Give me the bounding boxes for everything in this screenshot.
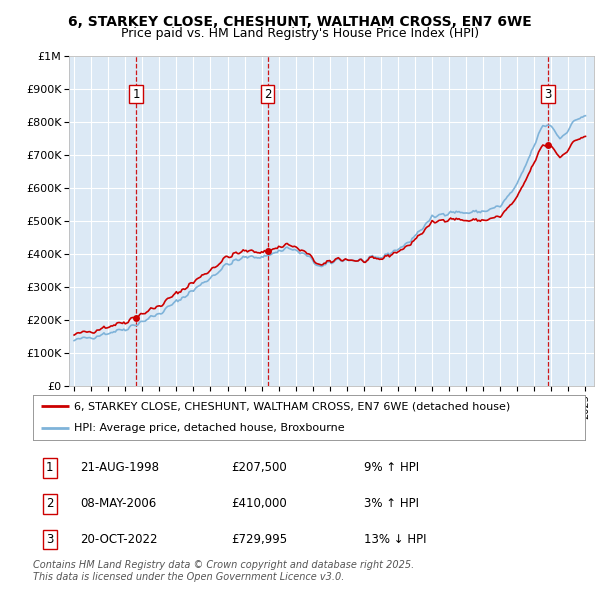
Text: Price paid vs. HM Land Registry's House Price Index (HPI): Price paid vs. HM Land Registry's House … (121, 27, 479, 40)
Text: 1: 1 (133, 87, 140, 100)
Text: £729,995: £729,995 (232, 533, 288, 546)
Text: 3: 3 (46, 533, 53, 546)
Text: 2: 2 (46, 497, 53, 510)
Text: 20-OCT-2022: 20-OCT-2022 (80, 533, 157, 546)
Text: HPI: Average price, detached house, Broxbourne: HPI: Average price, detached house, Brox… (74, 424, 345, 434)
Text: 9% ↑ HPI: 9% ↑ HPI (364, 461, 419, 474)
Text: 13% ↓ HPI: 13% ↓ HPI (364, 533, 427, 546)
Text: 3% ↑ HPI: 3% ↑ HPI (364, 497, 419, 510)
Text: 2: 2 (264, 87, 271, 100)
Text: 08-MAY-2006: 08-MAY-2006 (80, 497, 156, 510)
Text: 21-AUG-1998: 21-AUG-1998 (80, 461, 159, 474)
Text: 3: 3 (544, 87, 551, 100)
Text: Contains HM Land Registry data © Crown copyright and database right 2025.
This d: Contains HM Land Registry data © Crown c… (33, 560, 414, 582)
Text: 1: 1 (46, 461, 53, 474)
Text: 6, STARKEY CLOSE, CHESHUNT, WALTHAM CROSS, EN7 6WE (detached house): 6, STARKEY CLOSE, CHESHUNT, WALTHAM CROS… (74, 401, 511, 411)
Text: £410,000: £410,000 (232, 497, 287, 510)
Text: 6, STARKEY CLOSE, CHESHUNT, WALTHAM CROSS, EN7 6WE: 6, STARKEY CLOSE, CHESHUNT, WALTHAM CROS… (68, 15, 532, 29)
Text: £207,500: £207,500 (232, 461, 287, 474)
